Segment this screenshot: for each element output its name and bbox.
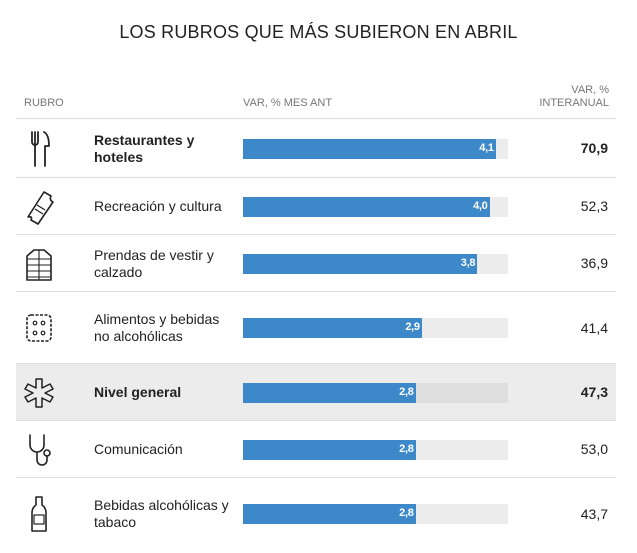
- bar-track: 3,8: [243, 253, 508, 274]
- chart-table: Restaurantes y hoteles 4,1 70,9 Recreación …: [16, 118, 616, 549]
- bar-value-label: 3,8: [460, 256, 476, 269]
- header-var-interanual-line1: VAR, %: [571, 84, 609, 96]
- jacket-icon: [24, 244, 54, 284]
- chart-title: LOS RUBROS QUE MÁS SUBIERON EN ABRIL: [119, 22, 518, 42]
- bar-track: 4,1: [243, 138, 508, 159]
- row-label: Nivel general: [94, 384, 182, 400]
- table-row: Comunicación 2,8 53,0: [16, 420, 616, 477]
- table-row: Prendas de vestir y calzado 3,8 36,9: [16, 234, 616, 291]
- stethoscope-icon: [24, 430, 54, 470]
- ticket-icon: [24, 187, 54, 227]
- bar-value-label: 2,9: [405, 321, 420, 333]
- bar: 2,9: [243, 318, 422, 338]
- row-label: Prendas de vestir y calzado: [94, 246, 214, 280]
- fork-knife-icon: [24, 129, 54, 169]
- bar: 2,8: [243, 504, 416, 524]
- bar-track: 2,8: [243, 504, 508, 524]
- bar-value-label: 2,8: [399, 442, 414, 455]
- row-label: Alimentos y bebidas no alcohólicas: [94, 311, 220, 344]
- bar-track: 4,0: [243, 196, 508, 217]
- header-var-interanual-line2: INTERANUAL: [539, 97, 609, 109]
- table-row: Bebidas alcohólicas y tabaco 2,8 43,7: [16, 477, 616, 549]
- table-row: Alimentos y bebidas no alcohólicas 2,9 41,…: [16, 291, 616, 363]
- biscuit-icon: [24, 308, 54, 348]
- table-row: Restaurantes y hoteles 4,1 70,9: [16, 118, 616, 177]
- bar-value-label: 4,0: [473, 199, 488, 212]
- row-label: Recreación y cultura: [94, 198, 222, 214]
- interanual-value: 41,4: [580, 319, 608, 336]
- bar-value-label: 2,8: [399, 385, 414, 398]
- row-label: Bebidas alcohólicas y tabaco: [94, 497, 229, 530]
- bar-track: 2,9: [243, 318, 508, 338]
- row-label: Comunicación: [94, 441, 183, 457]
- interanual-value: 53,0: [580, 441, 608, 457]
- bar-value-label: 2,8: [399, 507, 414, 519]
- bar: 3,8: [243, 253, 478, 274]
- header-var-mes: VAR, % MES ANT: [243, 97, 333, 109]
- bar-track: 2,8: [243, 439, 508, 460]
- bar-track: 2,8: [243, 382, 508, 403]
- table-row: Nivel general 2,8 47,3: [16, 363, 616, 420]
- bar: 2,8: [243, 382, 416, 403]
- table-row: Recreación y cultura 4,0 52,3: [16, 177, 616, 234]
- bar: 4,1: [243, 138, 496, 159]
- bar: 4,0: [243, 196, 490, 217]
- interanual-value: 70,9: [580, 140, 608, 156]
- asterisk-icon: [24, 373, 54, 413]
- bar: 2,8: [243, 439, 416, 460]
- header-var-interanual: VAR, % INTERANUAL: [499, 84, 609, 110]
- interanual-value: 47,3: [580, 384, 608, 400]
- bar-value-label: 4,1: [479, 141, 494, 154]
- interanual-value: 52,3: [580, 198, 608, 214]
- interanual-value: 36,9: [580, 255, 608, 271]
- bottle-icon: [24, 494, 54, 534]
- interanual-value: 43,7: [580, 505, 608, 522]
- header-rubro: RUBRO: [24, 97, 64, 109]
- row-label: Restaurantes y hoteles: [94, 131, 195, 165]
